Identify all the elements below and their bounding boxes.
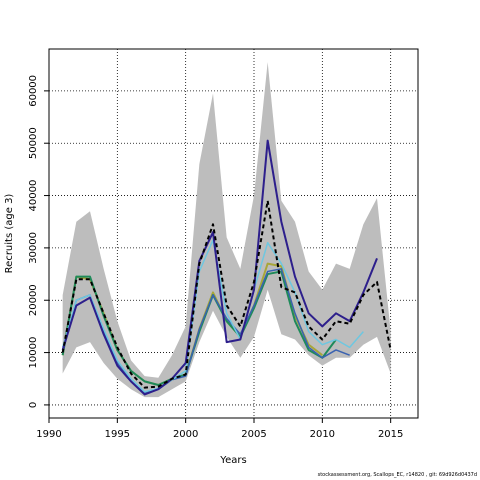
series-line [61,139,378,396]
x-axis-ticks: 1990 1995 2000 2005 2010 2015 [36,418,403,440]
plot-frame [48,48,419,419]
x-tick-label: 2010 [310,429,335,440]
series-line [61,268,350,395]
x-axis-title: Years [219,455,246,466]
x-tick-label: 2000 [173,429,198,440]
y-tick-label: 60000 [28,75,39,107]
y-tick-label: 30000 [28,232,39,264]
series-line [61,199,392,389]
y-axis-ticks: 0 10000 20000 30000 40000 50000 60000 [28,75,49,408]
y-tick-label: 10000 [28,337,39,369]
y-axis-title: Recruits (age 3) [4,194,15,274]
x-tick-label: 1990 [36,429,61,440]
series-lines [61,139,392,396]
y-tick-label: 50000 [28,127,39,159]
x-tick-label: 1995 [105,429,130,440]
footer-credit: stockassessment.org, Scallops_EC, r14820… [317,472,477,478]
y-tick-label: 20000 [28,284,39,316]
x-tick-label: 2005 [241,429,266,440]
x-tick-label: 2015 [378,429,403,440]
y-tick-label: 40000 [28,180,39,212]
y-tick-label: 0 [28,402,39,408]
